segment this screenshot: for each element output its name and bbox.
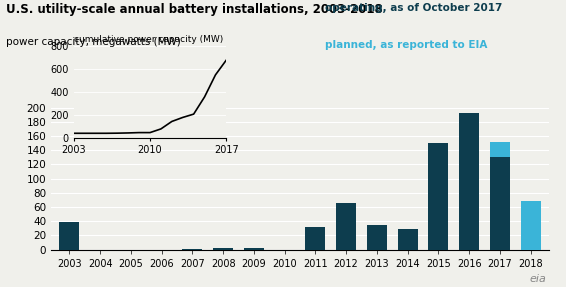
Text: eia: eia (529, 274, 546, 284)
Bar (59, 222, 79, 250)
Bar (490, 142, 510, 157)
Bar (397, 229, 418, 250)
Text: cumulative power capacity (MW): cumulative power capacity (MW) (74, 35, 223, 44)
Bar (490, 157, 510, 250)
Text: operating, as of October 2017: operating, as of October 2017 (325, 3, 503, 13)
Bar (428, 143, 448, 250)
Bar (336, 203, 356, 250)
Bar (213, 248, 233, 250)
Bar (521, 201, 541, 250)
Bar (182, 249, 203, 250)
Text: planned, as reported to EIA: planned, as reported to EIA (325, 40, 488, 50)
Text: U.S. utility-scale annual battery installations, 2003-2018: U.S. utility-scale annual battery instal… (6, 3, 383, 16)
Bar (367, 225, 387, 250)
Text: power capacity, megawatts (MW): power capacity, megawatts (MW) (6, 37, 181, 47)
Bar (244, 248, 264, 250)
Bar (306, 227, 325, 250)
Bar (459, 113, 479, 250)
